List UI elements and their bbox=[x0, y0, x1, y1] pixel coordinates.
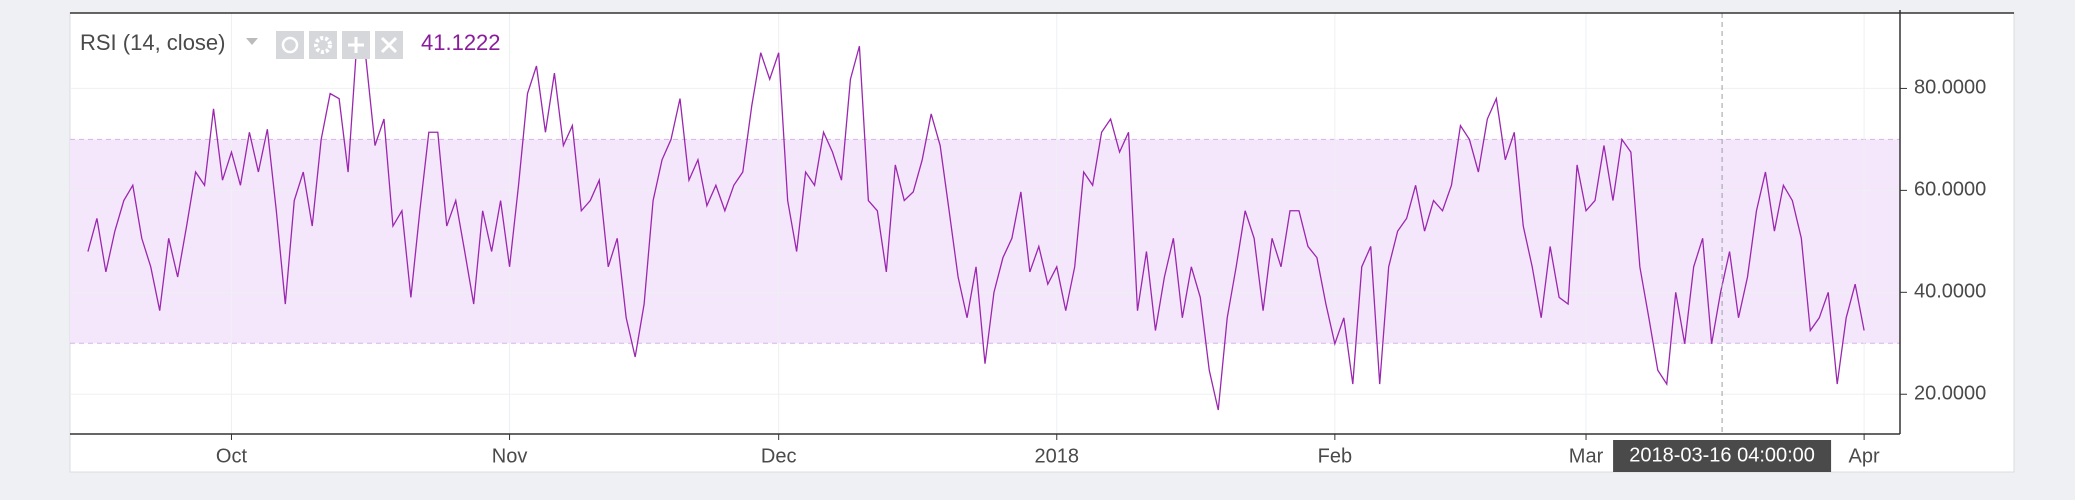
y-tick-label: 80.0000 bbox=[1914, 77, 1986, 99]
plus-icon bbox=[348, 37, 364, 53]
band-fill bbox=[70, 139, 1900, 344]
close-icon bbox=[380, 36, 398, 54]
y-tick-label: 40.0000 bbox=[1914, 281, 1986, 303]
x-tick-label: Feb bbox=[1318, 445, 1352, 467]
indicator-value: 41.1222 bbox=[421, 30, 501, 55]
indicator-buttons bbox=[276, 31, 403, 59]
x-tick-label: Oct bbox=[216, 445, 248, 467]
eye-icon bbox=[281, 36, 299, 54]
crosshair-label-box bbox=[1613, 440, 1832, 472]
x-tick-label: Nov bbox=[492, 445, 528, 467]
plot-layer bbox=[70, 13, 1900, 434]
x-tick-label: Dec bbox=[761, 445, 797, 467]
visibility-button[interactable] bbox=[276, 31, 304, 59]
x-tick-label: Apr bbox=[1849, 445, 1880, 467]
gear-icon bbox=[314, 36, 332, 54]
indicator-name[interactable]: RSI (14, close) bbox=[80, 30, 226, 55]
settings-button[interactable] bbox=[309, 31, 337, 59]
rsi-line bbox=[87, 39, 1865, 411]
dropdown-arrow[interactable] bbox=[246, 38, 258, 45]
y-tick-label: 20.0000 bbox=[1914, 383, 1986, 405]
crosshair-label: 2018-03-16 04:00:00 bbox=[1629, 444, 1815, 466]
x-tick-label: Mar bbox=[1569, 445, 1604, 467]
y-tick-label: 60.0000 bbox=[1914, 179, 1986, 201]
x-tick-label: 2018 bbox=[1035, 445, 1080, 467]
